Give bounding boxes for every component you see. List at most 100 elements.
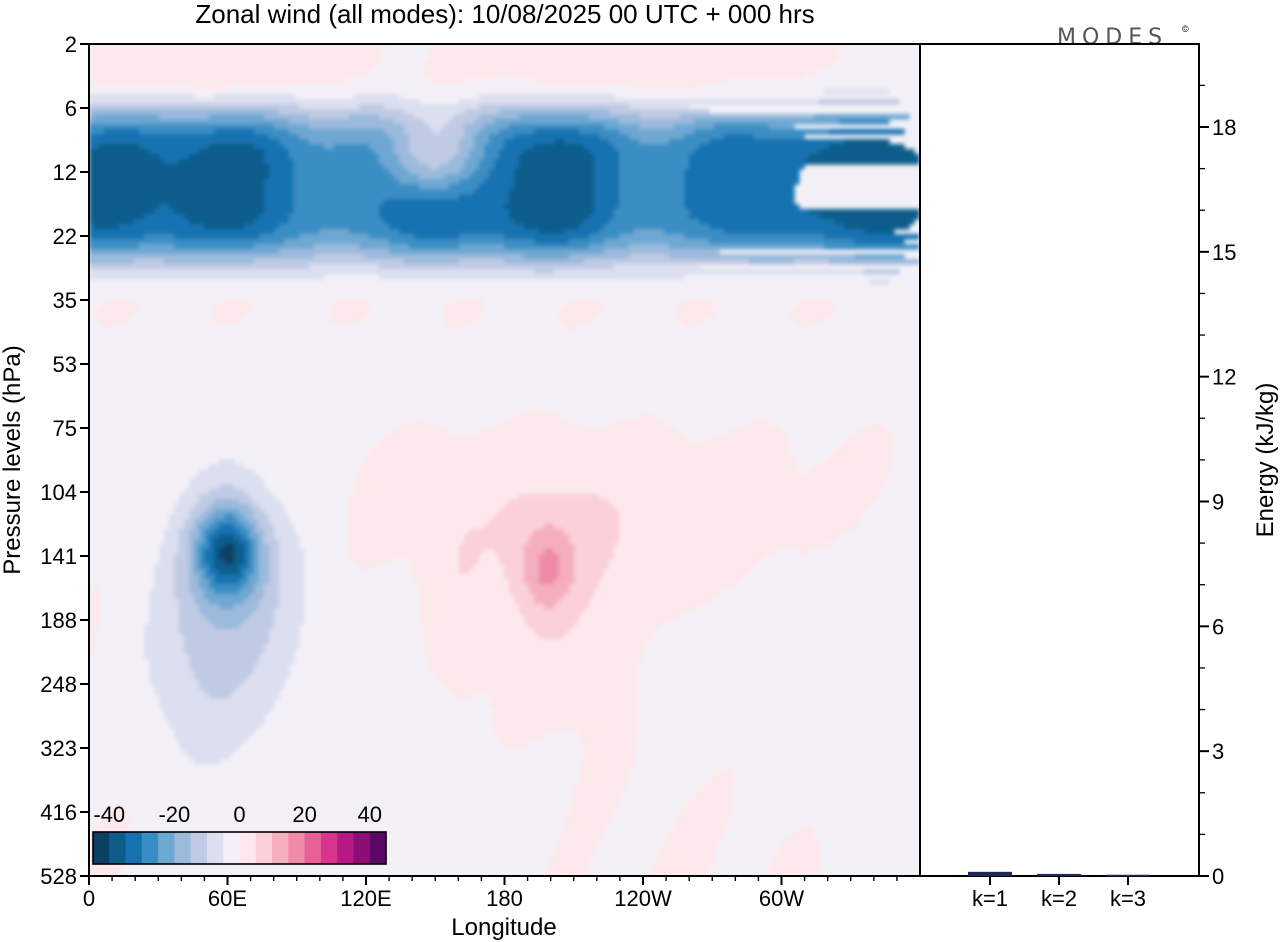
heatmap-cell: [589, 234, 620, 240]
heatmap-cell: [574, 554, 615, 560]
heatmap-cell: [89, 639, 95, 645]
heatmap-cell: [524, 614, 580, 620]
heatmap-cell: [164, 539, 180, 545]
heatmap-cell: [89, 134, 270, 140]
heatmap-cell: [574, 559, 610, 565]
heatmap-cell: [409, 134, 465, 140]
heatmap-cell: [524, 549, 545, 555]
heatmap-cell: [614, 209, 690, 215]
heatmap-cell: [199, 609, 255, 615]
heatmap-cell: [609, 559, 760, 565]
heatmap-cell: [194, 759, 220, 765]
heatmap-cell: [609, 564, 755, 570]
heatmap-cell: [749, 259, 795, 265]
heatmap-cell: [379, 439, 695, 445]
heatmap-cell: [154, 584, 175, 590]
heatmap-cell: [414, 234, 460, 240]
heatmap-cell: [379, 154, 400, 160]
pressure-tick-label: 104: [40, 480, 77, 505]
heatmap-cell: [179, 494, 200, 500]
heatmap-cell: [214, 319, 240, 325]
heatmap-cell: [489, 174, 515, 180]
heatmap-cell: [619, 514, 865, 520]
heatmap-cell: [224, 514, 235, 520]
heatmap-cell: [559, 599, 590, 605]
heatmap-cell: [864, 269, 900, 275]
heatmap-cell: [569, 809, 615, 815]
heatmap-cell: [499, 739, 535, 745]
heatmap-cell: [244, 534, 250, 540]
heatmap-cell: [89, 174, 270, 180]
heatmap-cell: [89, 634, 95, 640]
heatmap-cell: [429, 164, 440, 170]
heatmap-cell: [254, 514, 270, 520]
heatmap-cell: [559, 319, 590, 325]
heatmap-cell: [179, 544, 190, 550]
heatmap-cell: [349, 114, 380, 120]
heatmap-cell: [684, 184, 795, 190]
heatmap-cell: [189, 484, 220, 490]
heatmap-cell: [584, 739, 640, 745]
heatmap-cell: [604, 569, 750, 575]
heatmap-cell: [514, 414, 560, 420]
heatmap-cell: [249, 539, 255, 545]
heatmap-cell: [349, 534, 465, 540]
heatmap-cell: [564, 634, 655, 640]
heatmap-cell: [99, 319, 125, 325]
brand-mark: ©: [1182, 24, 1189, 34]
heatmap-cell: [164, 259, 255, 265]
heatmap-cell: [384, 199, 510, 205]
heatmap-cell: [104, 814, 130, 820]
heatmap-cell: [89, 644, 95, 650]
heatmap-cell: [409, 564, 460, 570]
pressure-axis: 2 6 12 22 35 53 75 104 141 188 248 323 416 528: [40, 32, 89, 889]
heatmap-cell: [269, 564, 280, 570]
heatmap-cell: [424, 74, 495, 80]
heatmap-cell: [249, 674, 290, 680]
heatmap-cell: [199, 524, 210, 530]
heatmap-cell: [194, 554, 200, 560]
heatmap-cell: [154, 569, 175, 575]
heatmap-cell: [384, 434, 685, 440]
heatmap-cell: [424, 629, 535, 635]
heatmap-cell: [279, 569, 305, 575]
heatmap-cell: [199, 574, 205, 580]
heatmap-cell: [509, 214, 590, 220]
heatmap-cell: [514, 219, 585, 225]
heatmap-cell: [674, 819, 730, 825]
heatmap-cell: [269, 579, 280, 585]
heatmap-cell: [464, 534, 530, 540]
heatmap-cell: [179, 609, 200, 615]
heatmap-cell: [214, 539, 240, 545]
heatmap-cell: [829, 259, 920, 265]
heatmap-cell: [199, 579, 210, 585]
heatmap-cell: [249, 574, 260, 580]
heatmap-cell: [504, 234, 590, 240]
heatmap-cell: [619, 179, 685, 185]
heatmap-cell: [279, 139, 310, 145]
heatmap-cell: [459, 259, 505, 265]
heatmap-cell: [264, 154, 290, 160]
heatmap-cell: [89, 79, 345, 85]
heatmap-cell: [364, 254, 525, 260]
heatmap-cell: [419, 589, 510, 595]
heatmap-cell: [269, 569, 280, 575]
heatmap-cell: [619, 234, 685, 240]
heatmap-cell: [159, 154, 190, 160]
heatmap-cell: [309, 124, 405, 130]
heatmap-cell: [249, 529, 255, 535]
heatmap-cell: [599, 229, 635, 235]
heatmap-cell: [434, 129, 440, 135]
heatmap-cell: [709, 139, 845, 145]
heatmap-cell: [679, 114, 815, 120]
heatmap-cell: [539, 564, 560, 570]
heatmap-cell: [869, 424, 885, 430]
heatmap-cell: [264, 179, 295, 185]
heatmap-cell: [554, 139, 565, 145]
heatmap-cell: [569, 534, 620, 540]
heatmap-cell: [389, 429, 450, 435]
heatmap-cell: [254, 664, 290, 670]
heatmap-cell: [189, 539, 195, 545]
heatmap-cell: [404, 124, 430, 130]
heatmap-cell: [574, 544, 615, 550]
